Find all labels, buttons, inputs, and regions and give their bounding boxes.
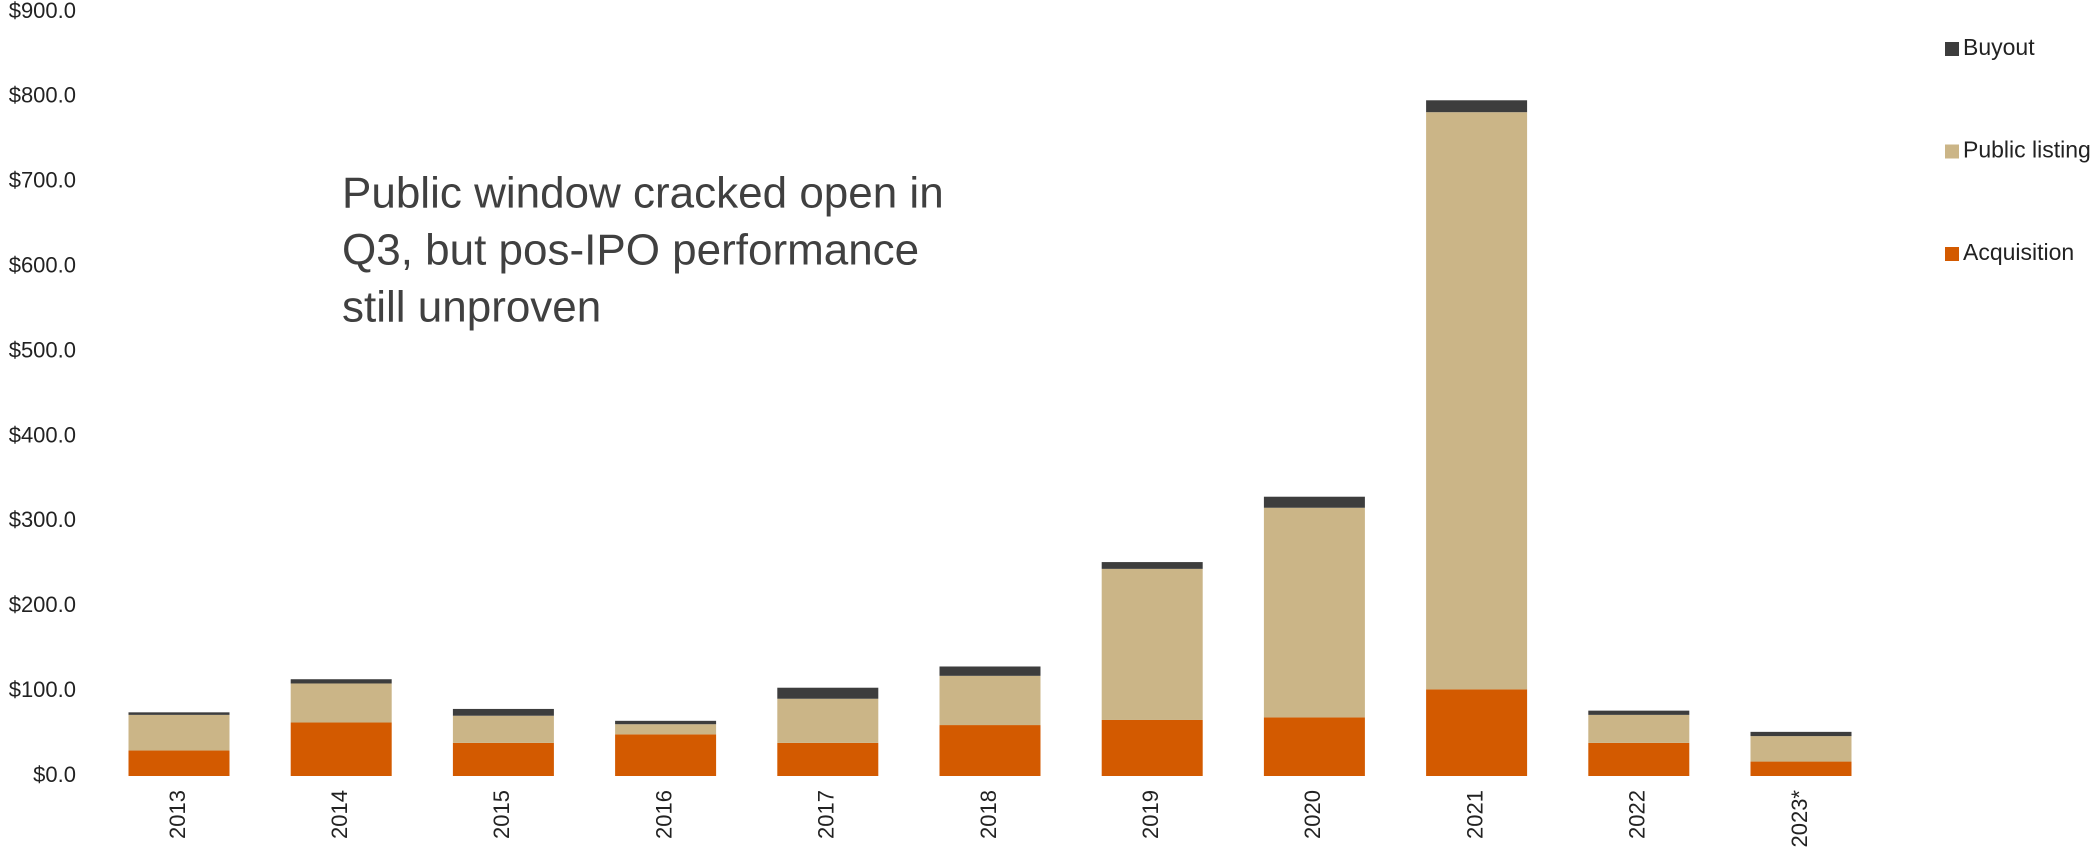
x-tick-label: 2018 <box>976 790 1001 839</box>
bar-segment <box>615 720 717 725</box>
bar-segment <box>777 698 879 743</box>
x-tick-label: 2023* <box>1787 790 1812 848</box>
legend-swatch <box>1945 247 1959 261</box>
bar-segment <box>1101 568 1203 720</box>
bar-segment <box>452 742 554 776</box>
bar-segment <box>290 683 392 723</box>
y-tick-label: $200.0 <box>9 592 76 617</box>
bar-segment <box>1426 689 1528 776</box>
annotation: Public window cracked open in <box>342 169 944 218</box>
legend-label: Buyout <box>1963 34 2035 60</box>
bar-segment <box>939 725 1041 776</box>
x-tick-label: 2016 <box>651 790 676 839</box>
x-tick-label: 2019 <box>1138 790 1163 839</box>
x-tick-label: 2020 <box>1300 790 1325 839</box>
y-tick-label: $600.0 <box>9 252 76 277</box>
bar-segment <box>1101 562 1203 569</box>
bar-segment <box>452 715 554 743</box>
bar-segment <box>615 734 717 776</box>
bar-segment <box>939 675 1041 726</box>
y-tick-label: $700.0 <box>9 168 76 193</box>
legend-label: Acquisition <box>1963 239 2074 265</box>
bar-segment <box>1750 736 1852 762</box>
bar-segment <box>1588 710 1690 715</box>
y-tick-label: $800.0 <box>9 83 76 108</box>
bar-segment <box>452 708 554 716</box>
bar-segment <box>1101 719 1203 776</box>
x-tick-label: 2021 <box>1462 790 1487 839</box>
bar-segment <box>1263 717 1365 776</box>
bar-segment <box>777 742 879 776</box>
y-tick-label: $300.0 <box>9 507 76 532</box>
bar-segment <box>290 722 392 776</box>
legend-swatch <box>1945 42 1959 56</box>
bar-segment <box>128 712 230 715</box>
bar-segment <box>615 724 717 735</box>
x-tick-label: 2013 <box>165 790 190 839</box>
legend-swatch <box>1945 144 1959 159</box>
x-tick-label: 2022 <box>1625 790 1650 839</box>
bar-segment <box>1426 100 1528 113</box>
bar-segment <box>290 679 392 684</box>
annotation: Q3, but pos-IPO performance <box>342 226 919 275</box>
legend-label: Public listing <box>1963 137 2091 163</box>
bar-segment <box>777 687 879 699</box>
x-tick-label: 2015 <box>489 790 514 839</box>
y-tick-label: $500.0 <box>9 337 76 362</box>
bar-segment <box>1263 507 1365 718</box>
bar-segment <box>1750 731 1852 737</box>
x-tick-label: 2014 <box>327 790 352 839</box>
bar-segment <box>128 750 230 776</box>
bar-segment <box>1263 496 1365 508</box>
bar-segment <box>1426 112 1528 690</box>
bar-segment <box>939 666 1041 676</box>
y-tick-label: $100.0 <box>9 677 76 702</box>
annotation: still unproven <box>342 283 601 332</box>
bar-segment <box>1750 761 1852 776</box>
bar-segment <box>1588 714 1690 743</box>
x-tick-label: 2017 <box>814 790 839 839</box>
y-tick-label: $400.0 <box>9 422 76 447</box>
bar-segment <box>1588 742 1690 776</box>
y-tick-label: $900.0 <box>9 0 76 23</box>
bar-segment <box>128 714 230 751</box>
y-tick-label: $0.0 <box>33 762 76 787</box>
